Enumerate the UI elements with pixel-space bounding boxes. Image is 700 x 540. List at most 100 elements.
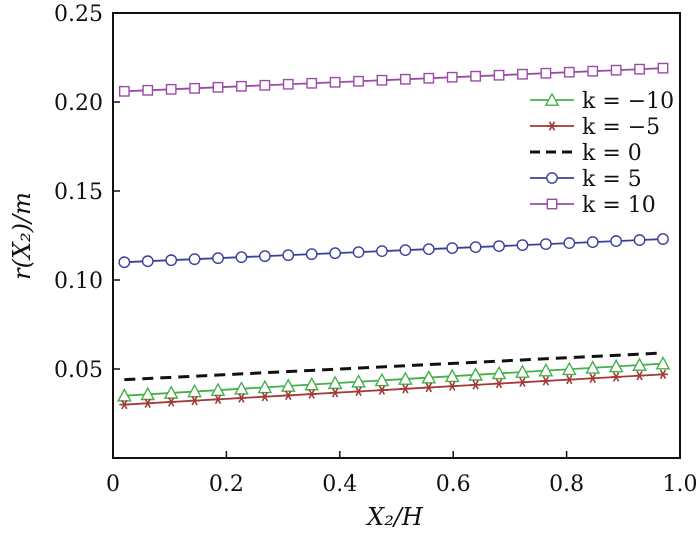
x-axis-ticks: 0 0.2 0.4 0.6 0.8 1.0 <box>106 451 698 497</box>
series-marker <box>327 375 343 390</box>
series-marker <box>258 250 271 263</box>
y-tick-label: 0.20 <box>54 91 103 116</box>
series-asterisk-solid <box>119 369 668 410</box>
series-marker <box>142 84 154 96</box>
series-marker <box>282 78 294 90</box>
series-marker <box>633 234 646 246</box>
asterisk-stroke <box>144 398 151 409</box>
series-marker <box>283 390 294 401</box>
legend-label: k = 0 <box>582 141 642 166</box>
series-marker <box>210 382 226 397</box>
series-marker <box>538 362 554 377</box>
series-marker <box>189 82 200 94</box>
series-marker <box>212 81 224 93</box>
y-tick-label: 0.25 <box>54 2 103 27</box>
legend-item: k = 0 <box>530 141 642 166</box>
x-axis-label: X₂/H <box>365 503 424 531</box>
series-marker <box>189 395 200 406</box>
y-tick-label: 0.05 <box>54 358 103 383</box>
y-tick-label: 0.15 <box>54 180 103 205</box>
series-marker <box>212 252 224 265</box>
series-marker <box>516 239 529 251</box>
series-marker <box>376 385 387 395</box>
series-marker <box>165 254 178 267</box>
asterisk-stroke <box>449 381 456 391</box>
asterisk-stroke <box>472 380 479 390</box>
series-marker <box>563 237 576 249</box>
series-triangle-solid <box>116 355 671 402</box>
y-axis-ticks: 0.05 0.10 0.15 0.20 0.25 <box>54 2 120 383</box>
legend: k = −10k = −5k = 0k = 5k = 10 <box>530 89 674 218</box>
series-marker <box>329 76 341 88</box>
legend-label: k = −10 <box>582 89 674 114</box>
series-marker <box>657 369 668 380</box>
series-marker <box>470 380 481 390</box>
asterisk-stroke <box>238 393 245 403</box>
asterisk-stroke <box>566 374 573 385</box>
series-marker <box>399 244 412 257</box>
legend-label: k = 5 <box>582 167 642 192</box>
series-marker <box>376 245 388 258</box>
series-marker <box>634 63 645 75</box>
asterisk-stroke <box>214 394 222 405</box>
series-marker <box>187 383 202 398</box>
series-marker <box>540 376 551 386</box>
legend-marker <box>546 172 558 184</box>
asterisk-stroke <box>261 391 269 402</box>
y-tick-label: 0.10 <box>54 269 103 294</box>
series-marker <box>608 358 624 373</box>
series-none-dashed <box>124 351 664 382</box>
series-marker <box>329 247 342 260</box>
series-marker <box>494 378 505 389</box>
series-marker <box>657 233 669 245</box>
series-marker <box>446 242 459 255</box>
series-marker <box>421 369 437 384</box>
series-marker <box>397 371 413 385</box>
asterisk-stroke <box>378 385 386 395</box>
series-marker <box>234 381 249 395</box>
series-layer <box>116 62 671 410</box>
asterisk-stroke <box>495 378 503 389</box>
series-marker <box>515 364 530 378</box>
series-marker <box>165 83 177 95</box>
series-marker <box>259 391 270 402</box>
x-tick-label: 1.0 <box>663 472 698 497</box>
asterisk-stroke <box>331 388 339 398</box>
series-marker <box>259 79 271 91</box>
legend-item: k = −5 <box>530 115 660 140</box>
legend-item: k = 5 <box>530 167 642 192</box>
series-line <box>124 67 664 93</box>
series-marker <box>306 77 318 89</box>
y-axis-label: r(X₂)/m <box>8 192 36 280</box>
series-marker <box>305 248 318 261</box>
x-tick-label: 0.2 <box>209 472 244 497</box>
series-marker <box>236 80 247 92</box>
series-marker <box>374 372 390 387</box>
asterisk-stroke <box>659 369 667 380</box>
x-tick-label: 0 <box>106 472 120 497</box>
series-marker <box>517 377 528 387</box>
asterisk-stroke <box>636 370 643 381</box>
series-marker <box>517 68 528 80</box>
series-marker <box>188 253 201 266</box>
x-tick-label: 0.6 <box>436 472 471 497</box>
series-marker <box>330 388 341 398</box>
series-marker <box>564 374 575 385</box>
series-marker <box>118 85 130 97</box>
series-marker <box>118 256 131 269</box>
series-marker <box>353 75 364 87</box>
series-marker <box>634 370 645 381</box>
series-marker <box>587 65 599 77</box>
series-marker <box>280 378 296 392</box>
legend-item: k = −10 <box>530 89 674 114</box>
series-marker <box>585 360 601 374</box>
series-marker <box>213 394 224 405</box>
series-marker <box>400 384 411 394</box>
series-marker <box>610 64 622 76</box>
series-line <box>124 351 664 382</box>
series-marker <box>399 73 411 85</box>
series-marker <box>376 74 388 86</box>
series-marker <box>493 240 505 253</box>
asterisk-stroke <box>612 372 620 382</box>
